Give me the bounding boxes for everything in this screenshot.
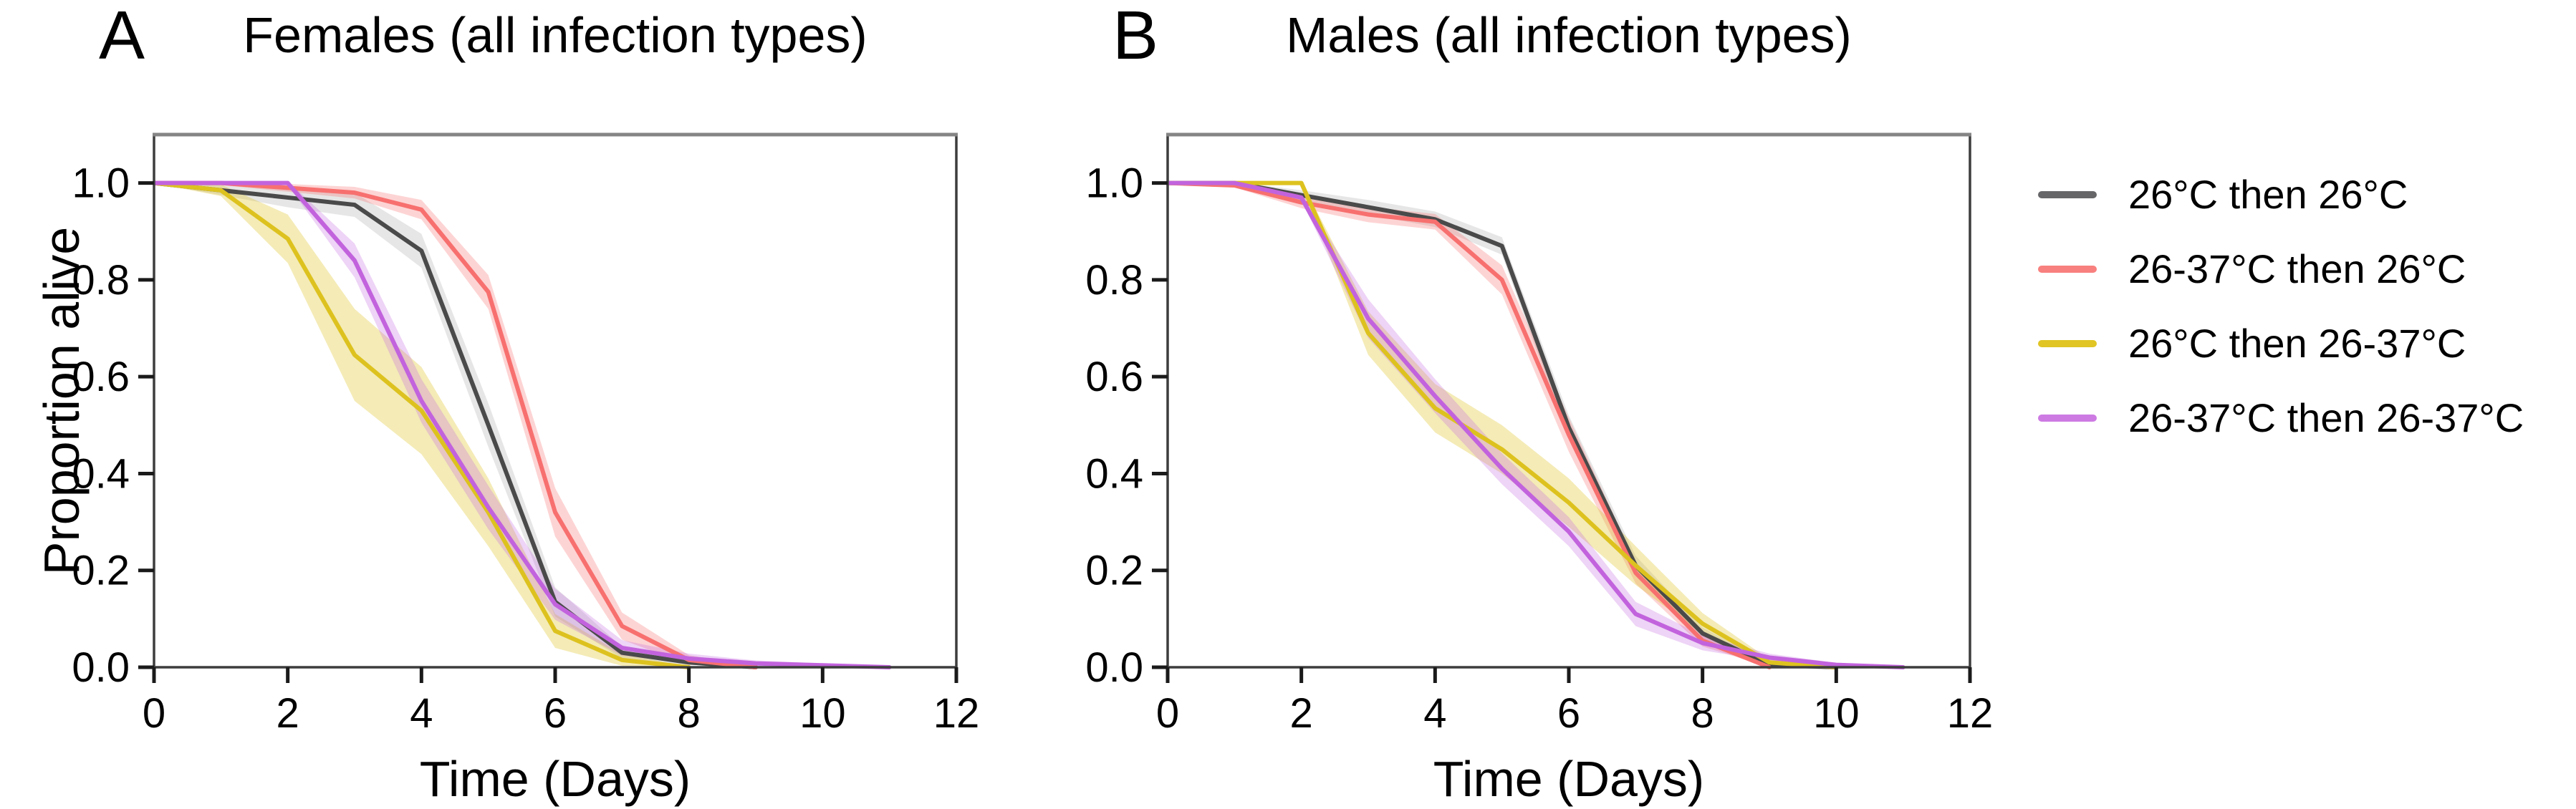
panel-a-x-axis-title: Time (Days) [419,751,691,807]
svg-text:8: 8 [1691,690,1714,737]
svg-text:0.8: 0.8 [72,257,130,304]
panel-b-plot: 0 2 4 6 8 10 12 0.0 0.2 0.4 0.6 0.8 1.0 [1085,132,1994,737]
svg-text:2: 2 [277,690,299,737]
svg-text:1.0: 1.0 [1085,160,1143,207]
svg-text:10: 10 [1813,690,1860,737]
panel-b-title: Males (all infection types) [1286,7,1852,63]
svg-text:6: 6 [544,690,567,737]
svg-text:0.4: 0.4 [72,450,130,497]
legend: 26°C then 26°C 26-37°C then 26°C 26°C th… [2038,174,2524,439]
legend-item-label: 26°C then 26-37°C [2128,321,2466,366]
svg-text:12: 12 [1947,690,1994,737]
legend-item-label: 26-37°C then 26°C [2128,246,2466,291]
svg-text:6: 6 [1557,690,1580,737]
legend-item-label: 26-37°C then 26-37°C [2128,395,2524,440]
legend-item: 26-37°C then 26°C [2038,248,2524,290]
panel-a-letter: A [99,0,145,74]
legend-item-label: 26°C then 26°C [2128,172,2408,217]
svg-text:12: 12 [933,690,980,737]
legend-item: 26°C then 26-37°C [2038,323,2524,364]
svg-text:10: 10 [799,690,846,737]
svg-text:0.4: 0.4 [1085,450,1143,497]
svg-text:4: 4 [1423,690,1446,737]
svg-text:0.2: 0.2 [1085,548,1143,594]
svg-text:0: 0 [1156,690,1179,737]
svg-text:0.8: 0.8 [1085,257,1143,304]
svg-text:0.0: 0.0 [1085,644,1143,691]
legend-line-swatch [2038,266,2097,273]
svg-text:0.6: 0.6 [1085,354,1143,400]
svg-text:2: 2 [1290,690,1313,737]
panel-a-plot: 0 2 4 6 8 10 12 0.0 0.2 0.4 0.6 0.8 1.0 [72,132,980,737]
panel-b: B Males (all infection types) 0 2 4 6 8 10 12 0… [1014,0,2052,809]
svg-text:0.6: 0.6 [72,354,130,400]
panel-b-x-axis-title: Time (Days) [1433,751,1705,807]
svg-text:8: 8 [678,690,701,737]
legend-line-swatch [2038,340,2097,347]
svg-text:0.2: 0.2 [72,548,130,594]
legend-line-swatch [2038,415,2097,422]
svg-text:0: 0 [143,690,165,737]
panel-b-letter: B [1112,0,1159,74]
svg-text:4: 4 [410,690,433,737]
panel-a: A Females (all infection types) Proporti… [0,0,1039,809]
panel-a-title: Females (all infection types) [243,7,868,63]
svg-text:1.0: 1.0 [72,160,130,207]
legend-line-swatch [2038,191,2097,198]
svg-text:0.0: 0.0 [72,644,130,691]
legend-item: 26°C then 26°C [2038,174,2524,215]
legend-item: 26-37°C then 26-37°C [2038,397,2524,439]
